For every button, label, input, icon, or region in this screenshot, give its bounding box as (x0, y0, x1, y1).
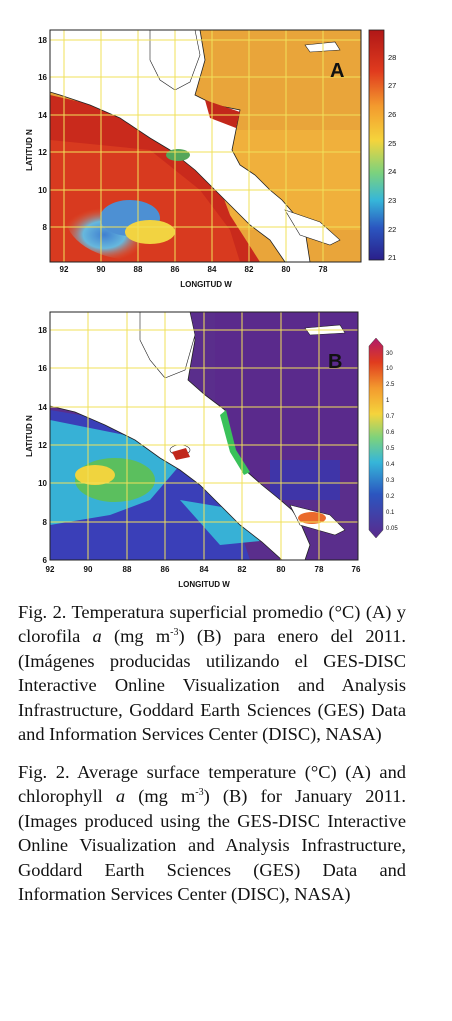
figure-a-svg: A 18 16 14 12 10 8 92 90 88 86 84 82 80 … (25, 29, 396, 289)
lon-tick: 90 (97, 265, 106, 274)
figure-caption-english: Fig. 2. Average surface temperature (°C)… (18, 760, 406, 906)
colorbar-tick: 0.7 (386, 414, 395, 420)
caption-es-part1: Fig. 2. Temperatura superficial promedio… (18, 602, 406, 647)
caption-en-part1: Fig. 2. Average surface temperature (°C)… (18, 762, 406, 807)
colorbar-tick: 2.5 (386, 382, 395, 388)
lat-tick: 18 (38, 36, 47, 45)
colorbar-tick: 0.5 (386, 446, 395, 452)
figure-b-chlorophyll-map: B 18 16 14 12 10 8 6 92 90 88 86 84 82 8… (0, 300, 452, 600)
lat-tick: 14 (38, 403, 47, 412)
y-axis-label: LATITUD N (25, 129, 34, 171)
map-a-field (50, 30, 361, 262)
lat-tick: 8 (43, 223, 48, 232)
map-b-field (50, 312, 358, 560)
caption-en-italic-a: a (115, 786, 126, 807)
caption-en-part2: (mg m (125, 786, 196, 807)
colorbar-tick: 0.1 (386, 510, 395, 516)
colorbar-tick: 10 (386, 366, 393, 372)
lon-tick: 80 (277, 565, 286, 574)
colorbar-tick: 1 (386, 398, 390, 404)
caption-es-paragraph: Fig. 2. Temperatura superficial promedio… (18, 600, 406, 746)
figure-caption-spanish: Fig. 2. Temperatura superficial promedio… (18, 600, 406, 746)
map-b-lat-ticks: 18 16 14 12 10 8 6 (38, 326, 47, 565)
colorbar-tick: 0.05 (386, 526, 398, 532)
colorbar-b-ticks: 30 10 2.5 1 0.7 0.6 0.5 0.4 0.3 0.2 0.1 … (386, 351, 398, 532)
map-a-lon-ticks: 92 90 88 86 84 82 80 78 (60, 265, 328, 274)
colorbar-tick: 0.3 (386, 478, 395, 484)
colorbar-tick: 23 (388, 196, 396, 205)
panel-letter-b: B (328, 351, 342, 373)
y-axis-label: LATITUD N (25, 415, 34, 457)
colorbar-a-ticks: 28 27 26 25 24 23 22 21 (388, 53, 396, 262)
lat-tick: 16 (38, 364, 47, 373)
lon-tick: 92 (60, 265, 69, 274)
caption-en-part3: ) (B) for January 2011. (Images produced… (18, 786, 407, 905)
map-a-grid (50, 30, 361, 262)
lon-tick: 78 (315, 565, 324, 574)
colorbar-tick: 21 (388, 253, 396, 262)
lon-tick: 86 (161, 565, 170, 574)
lon-tick: 80 (282, 265, 291, 274)
lon-tick: 86 (171, 265, 180, 274)
colorbar-tick: 30 (386, 351, 393, 357)
lat-tick: 14 (38, 111, 47, 120)
lon-tick: 84 (208, 265, 217, 274)
colorbar-tick: 26 (388, 110, 396, 119)
figure-a-temperature-map: A 18 16 14 12 10 8 92 90 88 86 84 82 80 … (0, 0, 452, 300)
x-axis-label: LONGITUD W (178, 580, 230, 589)
map-b-lon-ticks: 92 90 88 86 84 82 80 78 76 (46, 565, 361, 574)
lon-tick: 76 (352, 565, 361, 574)
x-axis-label: LONGITUD W (180, 280, 232, 289)
lat-tick: 16 (38, 73, 47, 82)
colorbar-tick: 22 (388, 225, 396, 234)
caption-es-italic-a: a (92, 626, 102, 647)
colorbar-b (368, 337, 384, 539)
colorbar-tick: 0.6 (386, 430, 395, 436)
lat-tick: 10 (38, 186, 47, 195)
lon-tick: 84 (200, 565, 209, 574)
lon-tick: 82 (245, 265, 254, 274)
colorbar-tick: 0.4 (386, 462, 395, 468)
colorbar-tick: 24 (388, 167, 396, 176)
lon-tick: 92 (46, 565, 55, 574)
lat-tick: 12 (38, 148, 47, 157)
colorbar-tick: 27 (388, 81, 396, 90)
caption-en-superscript: -3 (195, 787, 204, 799)
lon-tick: 88 (134, 265, 143, 274)
figure-b-svg: B 18 16 14 12 10 8 6 92 90 88 86 84 82 8… (25, 311, 398, 589)
lat-tick: 6 (43, 556, 48, 565)
caption-es-part2: (mg m (101, 626, 171, 647)
lat-tick: 18 (38, 326, 47, 335)
lat-tick: 12 (38, 441, 47, 450)
lon-tick: 82 (238, 565, 247, 574)
caption-es-part3: ) (B) para enero del 2011. (Imágenes pro… (18, 626, 407, 745)
colorbar-tick: 28 (388, 53, 396, 62)
map-b-grid (50, 312, 358, 560)
colorbar-tick: 25 (388, 139, 396, 148)
lon-tick: 88 (123, 565, 132, 574)
caption-en-paragraph: Fig. 2. Average surface temperature (°C)… (18, 760, 406, 906)
lat-tick: 8 (43, 518, 48, 527)
colorbar-tick: 0.2 (386, 494, 395, 500)
map-a-lat-ticks: 18 16 14 12 10 8 (38, 36, 47, 232)
panel-letter-a: A (330, 60, 344, 82)
lon-tick: 78 (319, 265, 328, 274)
lon-tick: 90 (84, 565, 93, 574)
caption-es-superscript: -3 (170, 627, 179, 639)
lat-tick: 10 (38, 479, 47, 488)
colorbar-a (368, 29, 385, 261)
